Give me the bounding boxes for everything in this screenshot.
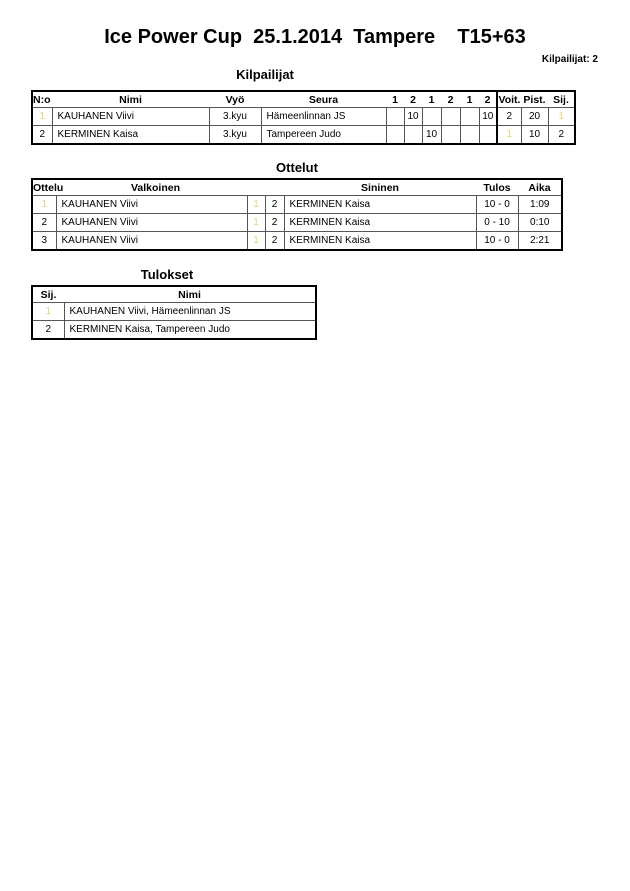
cell-score xyxy=(421,107,442,126)
header-place: Sij. xyxy=(553,93,569,106)
header-round: 2 xyxy=(410,93,416,106)
header-name: Nimi xyxy=(119,93,142,106)
cell-club: Tampereen Judo xyxy=(260,125,387,145)
table-header: Sij. Nimi xyxy=(32,286,316,303)
cell-score: 10 xyxy=(421,125,442,145)
cell-match-no: 3 xyxy=(31,231,57,251)
header-no: N:o xyxy=(33,93,51,106)
cell-score xyxy=(385,125,405,145)
cell-time: 0:10 xyxy=(517,213,563,232)
cell-belt: 3.kyu xyxy=(208,107,262,126)
matches-table: Ottelu Valkoinen Sininen Tulos Aika 1 KA… xyxy=(31,178,563,251)
cell-score xyxy=(478,125,498,145)
cell-place: 1 xyxy=(31,302,65,321)
cell-blue: KERMINEN Kaisa xyxy=(283,195,477,214)
table-header: N:o Nimi Vyö Seura 1 2 1 2 1 2 Voit. Pis… xyxy=(32,91,575,108)
header-blank xyxy=(247,179,265,196)
cell-score: 10 xyxy=(403,107,423,126)
cell-wins: 1 xyxy=(496,125,522,145)
header-round: 2 xyxy=(484,93,491,106)
cell-score xyxy=(440,107,461,126)
header-belt: Vyö xyxy=(225,93,245,106)
cell-blue-no: 2 xyxy=(264,231,285,251)
white-name: KAUHANEN Viivi xyxy=(61,217,139,228)
table-row: 2 KERMINEN Kaisa 3.kyu Tampereen Judo 10… xyxy=(31,125,576,145)
cell-score xyxy=(403,125,423,145)
cell-time: 1:09 xyxy=(517,195,563,214)
cell-score xyxy=(385,107,405,126)
header-match: Ottelu xyxy=(33,181,64,194)
cell-belt: 3.kyu xyxy=(208,125,262,145)
cell-name: KERMINEN Kaisa, Tampereen Judo xyxy=(63,320,317,340)
cell-no: 2 xyxy=(31,125,53,145)
header-time: Aika xyxy=(528,181,551,194)
cell-score xyxy=(440,125,461,145)
header-round: 1 xyxy=(466,93,473,106)
cell-points: 10 xyxy=(520,125,549,145)
cell-name: KAUHANEN Viivi, Hämeenlinnan JS xyxy=(63,302,317,321)
header-name: Nimi xyxy=(178,288,201,301)
header-blue: Sininen xyxy=(361,181,399,194)
cell-time: 2:21 xyxy=(517,231,563,251)
header-place: Sij. xyxy=(40,288,57,301)
competitors-heading: Kilpailijat xyxy=(236,67,294,82)
header-result: Tulos xyxy=(483,181,511,194)
cell-name: KERMINEN Kaisa xyxy=(51,125,210,145)
table-row: 1 KAUHANEN Viivi 1 2 KERMINEN Kaisa 10 -… xyxy=(31,195,563,214)
cell-club: Hämeenlinnan JS xyxy=(260,107,387,126)
white-name: KAUHANEN Viivi xyxy=(61,199,139,210)
cell-blue-no: 2 xyxy=(264,213,285,232)
table-row: 2 KERMINEN Kaisa, Tampereen Judo xyxy=(31,320,317,340)
header-round: 1 xyxy=(392,93,398,106)
header-round: 1 xyxy=(428,93,435,106)
cell-result: 0 - 10 xyxy=(475,213,519,232)
cell-result: 10 - 0 xyxy=(475,195,519,214)
cell-blue: KERMINEN Kaisa xyxy=(283,213,477,232)
cell-match-no: 2 xyxy=(31,213,57,232)
cell-result: 10 - 0 xyxy=(475,231,519,251)
cell-points: 20 xyxy=(520,107,549,126)
cell-name: KAUHANEN Viivi xyxy=(51,107,210,126)
cell-white-no: 1 xyxy=(246,213,266,232)
cell-place: 1 xyxy=(547,107,576,126)
cell-match-no: 1 xyxy=(31,195,57,214)
table-row: 2 KAUHANEN Viivi 1 2 KERMINEN Kaisa 0 - … xyxy=(31,213,563,232)
table-row: 1 KAUHANEN Viivi 3.kyu Hämeenlinnan JS 1… xyxy=(31,107,576,126)
results-heading: Tulokset xyxy=(140,267,194,282)
cell-white: KAUHANEN Viivi xyxy=(55,231,248,251)
header-wins: Voit. xyxy=(496,91,521,108)
cell-blue-no: 2 xyxy=(264,195,285,214)
header-blank xyxy=(265,179,284,196)
cell-white: KAUHANEN Viivi xyxy=(55,213,248,232)
header-club: Seura xyxy=(308,93,339,106)
table-row: 3 KAUHANEN Viivi 1 2 KERMINEN Kaisa 10 -… xyxy=(31,231,563,251)
header-round: 2 xyxy=(447,93,454,106)
results-table: Sij. Nimi 1 KAUHANEN Viivi, Hämeenlinnan… xyxy=(31,285,317,340)
cell-place: 2 xyxy=(31,320,65,340)
header-points: Pist. xyxy=(523,93,546,106)
cell-wins: 2 xyxy=(496,107,522,126)
table-header: Ottelu Valkoinen Sininen Tulos Aika xyxy=(32,179,562,196)
cell-score xyxy=(459,107,480,126)
cell-no: 1 xyxy=(31,107,53,126)
cell-white-no: 1 xyxy=(246,231,266,251)
table-row: 1 KAUHANEN Viivi, Hämeenlinnan JS xyxy=(31,302,317,321)
cell-white: KAUHANEN Viivi xyxy=(55,195,248,214)
cell-score xyxy=(459,125,480,145)
cell-score: 10 xyxy=(478,107,498,126)
white-name: KAUHANEN Viivi xyxy=(61,235,139,246)
cell-white-no: 1 xyxy=(246,195,266,214)
matches-heading: Ottelut xyxy=(276,160,318,175)
cell-place: 2 xyxy=(547,125,576,145)
header-white: Valkoinen xyxy=(131,181,181,194)
competitors-table: N:o Nimi Vyö Seura 1 2 1 2 1 2 Voit. Pis… xyxy=(31,90,576,145)
page-title: Ice Power Cup 25.1.2014 Tampere T15+63 xyxy=(104,26,526,48)
cell-blue: KERMINEN Kaisa xyxy=(283,231,477,251)
competitor-count: Kilpailijat: 2 xyxy=(541,54,598,65)
